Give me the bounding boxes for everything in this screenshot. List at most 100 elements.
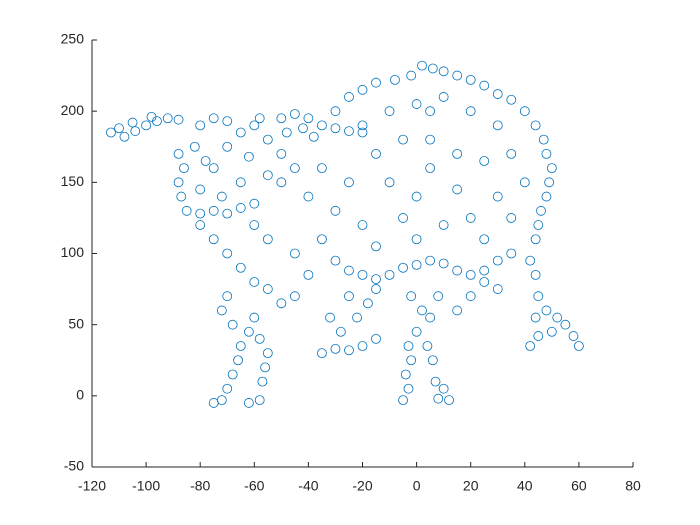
scatter-point	[289, 291, 300, 302]
scatter-point	[530, 312, 541, 323]
scatter-point	[433, 393, 444, 404]
scatter-point	[465, 291, 476, 302]
scatter-point	[335, 326, 346, 337]
scatter-point	[438, 220, 449, 230]
scatter-point	[114, 123, 124, 134]
scatter-point	[127, 117, 138, 128]
scatter-point	[189, 141, 200, 152]
scatter-point	[406, 70, 417, 81]
x-tick-label: 60	[571, 478, 587, 494]
y-tick-label: 0	[76, 387, 84, 403]
scatter-point	[344, 265, 354, 276]
scatter-point	[371, 284, 381, 294]
scatter-point	[317, 163, 327, 174]
scatter-point	[227, 369, 238, 380]
scatter-point	[492, 191, 503, 202]
scatter-point	[181, 205, 192, 216]
scatter-point	[303, 113, 314, 124]
x-tick-label: 20	[463, 478, 479, 494]
scatter-point	[317, 120, 327, 131]
scatter-point	[479, 265, 490, 276]
scatter-point	[330, 106, 341, 117]
scatter-point	[519, 106, 530, 117]
scatter-point	[411, 99, 422, 109]
x-tick-label: -120	[78, 478, 106, 494]
scatter-point	[254, 395, 265, 406]
scatter-point	[260, 362, 271, 373]
scatter-point	[173, 148, 184, 159]
scatter-point	[452, 70, 463, 81]
scatter-point	[106, 127, 116, 138]
scatter-point	[216, 395, 227, 406]
scatter-point	[530, 234, 541, 245]
scatter-point	[317, 348, 327, 359]
scatter-point	[173, 177, 184, 188]
scatter-point	[344, 345, 354, 356]
x-tick-label: -20	[352, 478, 372, 494]
scatter-point	[276, 113, 287, 124]
scatter-point	[425, 255, 436, 266]
scatter-point	[384, 106, 395, 117]
scatter-point	[403, 341, 414, 351]
scatter-point	[303, 269, 314, 280]
scatter-point	[533, 331, 544, 341]
scatter-point	[249, 120, 260, 131]
scatter-point	[403, 383, 414, 394]
x-tick-label: -40	[298, 478, 318, 494]
scatter-point	[179, 163, 189, 174]
scatter-point	[398, 395, 408, 406]
scatter-point	[262, 284, 273, 294]
scatter-point	[492, 89, 503, 99]
scatter-point	[141, 120, 152, 131]
scatter-point	[444, 395, 454, 406]
scatter-point	[425, 163, 436, 174]
scatter-point	[530, 120, 541, 131]
scatter-point	[433, 291, 444, 302]
scatter-point	[200, 156, 211, 166]
scatter-point	[257, 376, 268, 387]
x-tick-label: -60	[244, 478, 264, 494]
scatter-point	[390, 74, 400, 85]
scatter-point	[363, 298, 373, 309]
scatter-point	[249, 198, 260, 209]
x-tick-label: 40	[517, 478, 533, 494]
scatter-point	[262, 170, 273, 181]
scatter-point	[330, 205, 341, 216]
scatter-point	[544, 177, 555, 188]
scatter-point	[227, 319, 238, 330]
scatter-point	[208, 234, 219, 245]
scatter-point	[308, 131, 319, 142]
scatter-point	[298, 123, 308, 134]
scatter-point	[371, 274, 381, 285]
scatter-point	[525, 341, 536, 351]
scatter-point	[130, 126, 141, 136]
scatter-point	[262, 134, 273, 145]
scatter-point	[344, 177, 354, 188]
scatter-point	[222, 291, 233, 302]
scatter-point	[254, 333, 265, 344]
scatter-point	[465, 74, 476, 85]
scatter-point	[479, 277, 490, 287]
scatter-point	[417, 305, 427, 316]
scatter-point	[506, 148, 517, 159]
scatter-point	[357, 127, 368, 138]
x-tick-label: -80	[190, 478, 210, 494]
scatter-point	[568, 331, 579, 341]
scatter-point	[398, 213, 408, 223]
scatter-point	[425, 106, 436, 117]
scatter-point	[452, 305, 463, 316]
scatter-point	[411, 259, 422, 270]
scatter-point	[344, 126, 354, 136]
scatter-point	[289, 163, 300, 174]
scatter-point	[506, 94, 517, 105]
scatter-point	[406, 355, 417, 366]
scatter-point	[452, 265, 463, 276]
scatter-point	[330, 343, 341, 354]
scatter-point	[208, 205, 219, 216]
scatter-point	[479, 80, 490, 91]
y-tick-label: 200	[61, 102, 85, 118]
scatter-point	[411, 234, 422, 245]
scatter-point	[574, 341, 584, 351]
scatter-point	[371, 77, 381, 88]
scatter-point	[438, 258, 449, 269]
